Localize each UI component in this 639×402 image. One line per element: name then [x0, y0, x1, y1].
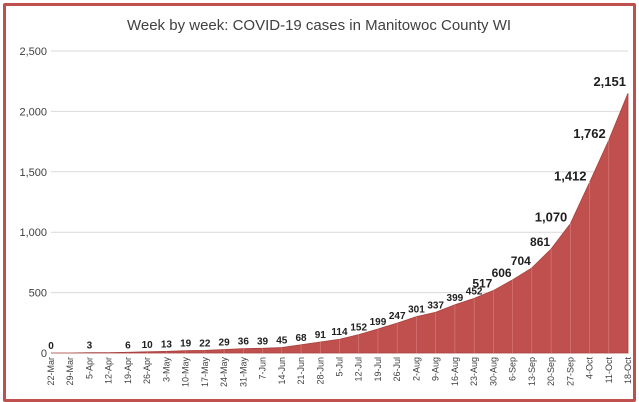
data-label: 301 [408, 305, 425, 316]
data-label: 114 [331, 327, 348, 338]
x-tick-label: 28-Jun [315, 357, 325, 385]
data-label: 337 [427, 300, 444, 311]
data-label: 6 [125, 340, 131, 351]
data-label: 13 [161, 339, 173, 350]
y-tick-label: 2,000 [19, 106, 47, 118]
data-label: 68 [295, 333, 307, 344]
x-tick-label: 11-Oct [604, 357, 614, 384]
data-label: 399 [447, 293, 464, 304]
x-tick-label: 31-May [238, 357, 248, 388]
area-series [51, 93, 629, 354]
data-label: 10 [142, 340, 154, 351]
data-label: 452 [466, 286, 483, 297]
x-tick-label: 26-Jul [392, 357, 402, 382]
data-label: 152 [350, 323, 367, 334]
x-tick-label: 5-Apr [84, 357, 94, 379]
x-tick-label: 30-Aug [488, 357, 498, 386]
x-tick-label: 22-Mar [46, 357, 56, 386]
chart-frame: Week by week: COVID-19 cases in Manitowo… [3, 3, 636, 402]
x-tick-label: 7-Jun [258, 357, 268, 380]
x-tick-label: 23-Aug [469, 357, 479, 386]
y-axis-tick-labels: 0 500 1,000 1,500 2,000 2,500 [19, 46, 47, 360]
y-tick-label: 2,500 [19, 46, 47, 58]
x-axis-tick-labels: 22-Mar 29-Mar 5-Apr 12-Apr 19-Apr 26-Apr 3-May… [46, 357, 633, 388]
data-label: 1,412 [554, 168, 587, 183]
data-label: 1,070 [535, 210, 568, 225]
chart-title: Week by week: COVID-19 cases in Manitowo… [127, 17, 511, 34]
data-label-leader [626, 88, 629, 94]
x-tick-label: 16-Aug [450, 357, 460, 386]
x-tick-label: 19-Jul [373, 357, 383, 382]
covid-cases-area-chart: Week by week: COVID-19 cases in Manitowo… [19, 17, 633, 388]
x-tick-label: 5-Jul [335, 357, 345, 377]
y-tick-label: 1,000 [19, 227, 47, 239]
y-tick-label: 500 [29, 288, 47, 300]
x-tick-label: 6-Sep [508, 357, 518, 381]
data-label: 861 [530, 235, 550, 249]
data-label: 606 [492, 266, 512, 280]
x-tick-label: 18-Oct [623, 357, 633, 385]
x-tick-label: 12-Jul [354, 357, 364, 382]
data-label: 247 [389, 311, 406, 322]
x-tick-label: 2-Aug [411, 357, 421, 381]
data-label: 39 [257, 336, 269, 347]
x-tick-label: 17-May [200, 357, 210, 388]
x-tick-label: 14-Jun [277, 357, 287, 385]
data-label: 517 [472, 277, 492, 291]
data-label: 1,762 [573, 126, 606, 141]
data-label: 45 [276, 336, 288, 347]
data-label: 91 [315, 330, 327, 341]
x-tick-label: 3-May [161, 357, 171, 383]
data-label: 2,151 [593, 74, 626, 89]
x-tick-label: 21-Jun [296, 357, 306, 385]
x-tick-label: 4-Oct [585, 357, 595, 380]
x-tick-label: 19-Apr [123, 357, 133, 384]
data-label: 19 [180, 339, 192, 350]
y-tick-label: 0 [41, 348, 47, 360]
y-tick-label: 1,500 [19, 167, 47, 179]
x-tick-label: 26-Apr [142, 357, 152, 384]
x-tick-label: 29-Mar [65, 357, 75, 386]
x-tick-label: 24-May [219, 357, 229, 388]
data-label: 199 [370, 317, 387, 328]
data-label: 704 [511, 254, 531, 268]
data-label: 36 [238, 337, 250, 348]
data-label: 0 [48, 341, 54, 352]
x-tick-label: 13-Sep [527, 357, 537, 386]
data-label: 22 [199, 338, 211, 349]
data-label: 29 [219, 337, 231, 348]
x-tick-label: 27-Sep [565, 357, 575, 386]
x-tick-label: 12-Apr [104, 357, 114, 384]
x-tick-label: 9-Aug [431, 357, 441, 381]
data-label: 3 [87, 341, 93, 352]
x-tick-label: 10-May [181, 357, 191, 388]
x-tick-label: 20-Sep [546, 357, 556, 386]
